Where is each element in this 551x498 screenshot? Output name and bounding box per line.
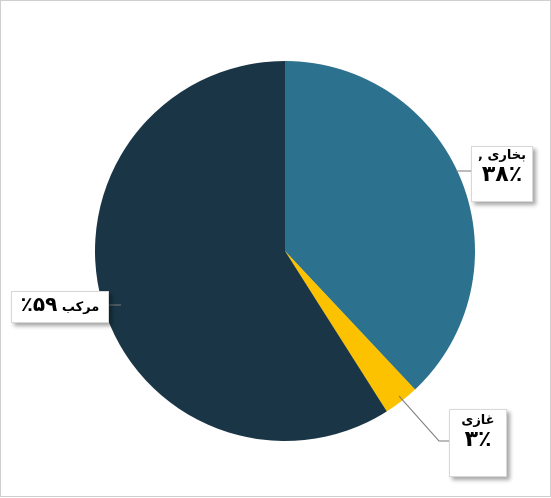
data-label-compound-name: مرکب [61,300,100,315]
leader-line-gas [398,395,449,442]
pie-slice-2 [285,251,416,412]
data-label-gas-name: غازی [461,413,495,428]
pie-slices [94,61,475,442]
data-label-compound: مرکب ۵۹٪ [11,291,109,323]
data-label-vapor-name: بخاری , [478,148,526,163]
data-label-gas-value: ۳٪ [464,426,492,452]
pie-slice-1 [285,61,475,390]
data-label-vapor-value: ۳۸٪ [481,161,523,187]
data-label-compound-value: ۵۹٪ [20,292,58,316]
data-label-vapor: بخاری , ۳۸٪ [471,146,533,202]
leader-lines [107,170,473,442]
pie-slice-3 [94,61,387,442]
data-label-gas: غازی ۳٪ [449,409,507,477]
